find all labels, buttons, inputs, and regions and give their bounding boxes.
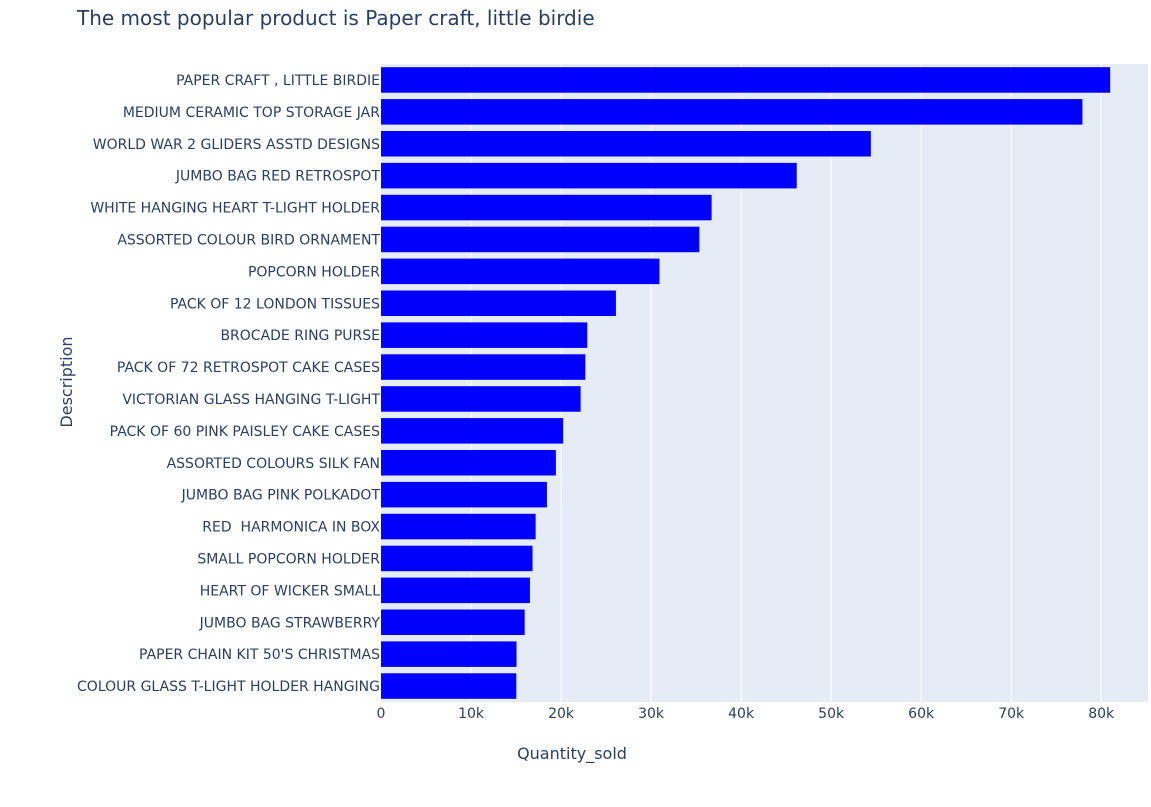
y-tick-label: POPCORN HOLDER xyxy=(248,264,380,280)
y-tick-label: ASSORTED COLOURS SILK FAN xyxy=(167,456,380,472)
y-tick-label: PACK OF 72 RETROSPOT CAKE CASES xyxy=(117,360,380,376)
x-tick-label: 50k xyxy=(818,706,845,722)
bar xyxy=(381,99,1083,125)
plot-area xyxy=(381,64,1148,702)
bar xyxy=(381,545,533,572)
bar xyxy=(381,609,525,636)
y-axis-title: Description xyxy=(57,336,76,427)
chart-title: The most popular product is Paper craft,… xyxy=(76,6,595,30)
y-tick-label: PACK OF 12 LONDON TISSUES xyxy=(170,296,380,312)
x-tick-label: 10k xyxy=(458,706,485,722)
y-tick-label: RED HARMONICA IN BOX xyxy=(202,520,380,536)
bar xyxy=(381,290,616,317)
bar xyxy=(381,577,530,604)
bar xyxy=(381,130,871,157)
y-tick-label: JUMBO BAG PINK POLKADOT xyxy=(181,488,381,504)
y-tick-label: JUMBO BAG RED RETROSPOT xyxy=(175,169,381,185)
bar xyxy=(381,418,564,444)
y-tick-label: BROCADE RING PURSE xyxy=(220,328,380,344)
bar xyxy=(381,354,586,380)
bar xyxy=(381,226,700,253)
x-tick-label: 80k xyxy=(1088,706,1115,722)
x-tick-label: 0 xyxy=(377,706,386,722)
y-tick-label: MEDIUM CERAMIC TOP STORAGE JAR xyxy=(123,105,380,121)
bar xyxy=(381,641,517,667)
bar xyxy=(381,449,556,476)
y-tick-label: HEART OF WICKER SMALL xyxy=(200,583,380,599)
bar xyxy=(381,258,660,285)
y-tick-label: PAPER CHAIN KIT 50'S CHRISTMAS xyxy=(139,647,380,663)
y-tick-label: SMALL POPCORN HOLDER xyxy=(197,551,380,567)
bar xyxy=(381,67,1111,93)
bar xyxy=(381,481,547,508)
bar xyxy=(381,194,712,221)
bars xyxy=(381,67,1111,699)
x-tick-label: 30k xyxy=(638,706,665,722)
x-tick-label: 60k xyxy=(908,706,935,722)
y-tick-label: VICTORIAN GLASS HANGING T-LIGHT xyxy=(122,392,380,408)
bar xyxy=(381,673,517,699)
x-tick-label: 40k xyxy=(728,706,755,722)
bar xyxy=(381,513,536,540)
y-tick-label: WHITE HANGING HEART T-LIGHT HOLDER xyxy=(90,201,380,217)
y-tick-label: PACK OF 60 PINK PAISLEY CAKE CASES xyxy=(110,424,380,440)
x-axis-tick-labels: 0 10k 20k 30k 40k 50k 60k 70k 80k xyxy=(377,706,1116,722)
y-tick-label: JUMBO BAG STRAWBERRY xyxy=(199,615,381,631)
y-tick-label: PAPER CRAFT , LITTLE BIRDIE xyxy=(176,73,380,89)
y-tick-label: COLOUR GLASS T-LIGHT HOLDER HANGING xyxy=(77,679,380,695)
x-tick-label: 20k xyxy=(548,706,575,722)
y-tick-label: WORLD WAR 2 GLIDERS ASSTD DESIGNS xyxy=(93,137,380,153)
x-axis-title: Quantity_sold xyxy=(517,744,627,764)
bar xyxy=(381,322,588,348)
bar xyxy=(381,386,581,412)
y-axis-tick-labels: PAPER CRAFT , LITTLE BIRDIE MEDIUM CERAMI… xyxy=(77,73,380,695)
bar xyxy=(381,162,797,189)
y-tick-label: ASSORTED COLOUR BIRD ORNAMENT xyxy=(117,232,380,248)
x-tick-label: 70k xyxy=(998,706,1025,722)
